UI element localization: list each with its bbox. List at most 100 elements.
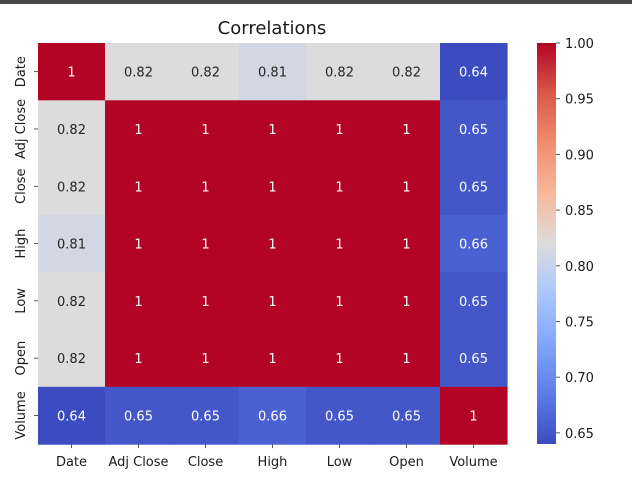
heatmap-cell — [373, 272, 441, 331]
cell-value-label: 0.64 — [459, 66, 488, 81]
heatmap-cell — [373, 214, 441, 273]
heatmap-cell — [239, 386, 307, 445]
cell-value-label: 0.82 — [57, 295, 86, 310]
y-tick-label: Volume — [14, 391, 29, 439]
cell-value-label: 0.82 — [57, 180, 86, 195]
heatmap-cell — [373, 329, 441, 388]
heatmap-cell — [239, 329, 307, 388]
heatmap-cell — [440, 100, 508, 159]
cell-value-label: 1 — [268, 295, 276, 310]
cell-value-label: 1 — [335, 352, 343, 367]
cell-value-label: 1 — [402, 295, 410, 310]
cell-value-label: 1 — [335, 123, 343, 138]
x-tick-label: Date — [56, 455, 87, 470]
heatmap-cell — [38, 157, 106, 216]
heatmap-cell — [38, 100, 106, 159]
heatmap-cell — [172, 100, 240, 159]
heatmap-cell — [105, 329, 173, 388]
cell-value-label: 1 — [201, 180, 209, 195]
cell-value-label: 1 — [268, 123, 276, 138]
y-tick-label: Date — [14, 56, 29, 87]
heatmap-cell — [105, 386, 173, 445]
heatmap-cell — [306, 43, 374, 101]
colorbar — [537, 43, 556, 444]
colorbar-tick-label: 0.85 — [565, 204, 594, 219]
heatmap-cell — [172, 214, 240, 273]
heatmap-cell — [105, 214, 173, 273]
cell-value-label: 1 — [134, 238, 142, 253]
y-tick-label: Low — [14, 288, 29, 314]
cell-value-label: 0.82 — [325, 66, 354, 81]
heatmap-cell — [373, 386, 441, 445]
y-tick-label: High — [14, 229, 29, 259]
cell-value-label: 0.82 — [57, 352, 86, 367]
heatmap-cell — [239, 272, 307, 331]
heatmap-cell — [105, 100, 173, 159]
cell-value-label: 0.81 — [57, 238, 86, 253]
cell-value-label: 0.82 — [124, 66, 153, 81]
window-top-bar — [0, 0, 632, 4]
cell-value-label: 1 — [201, 238, 209, 253]
heatmap-cell — [38, 214, 106, 273]
y-tick-label: Close — [14, 169, 29, 204]
heatmap-cell — [306, 157, 374, 216]
cell-value-label: 0.82 — [392, 66, 421, 81]
cell-value-label: 0.65 — [459, 180, 488, 195]
cell-value-label: 1 — [134, 295, 142, 310]
cell-value-label: 1 — [402, 180, 410, 195]
cell-value-label: 0.65 — [392, 409, 421, 424]
colorbar-tick-label: 0.70 — [565, 371, 594, 386]
x-tick-label: Open — [389, 455, 424, 470]
cell-value-label: 0.65 — [459, 352, 488, 367]
colorbar-tick-label: 0.95 — [565, 93, 594, 108]
cell-value-label: 1 — [67, 66, 75, 81]
heatmap-cell — [373, 100, 441, 159]
cell-value-label: 0.66 — [459, 238, 488, 253]
heatmap-cell — [306, 272, 374, 331]
heatmap-cell — [38, 329, 106, 388]
heatmap-cell — [306, 100, 374, 159]
x-axis-labels: Date Adj Close Close High Low Open Volume — [56, 444, 498, 470]
colorbar-tick-label: 1.00 — [565, 37, 594, 52]
cell-value-label: 0.64 — [57, 409, 86, 424]
heatmap-cell — [373, 157, 441, 216]
heatmap-cell — [440, 157, 508, 216]
x-tick-label: Volume — [449, 455, 497, 470]
heatmap-cell — [172, 157, 240, 216]
y-axis-labels: Date Adj Close Close High Low Open Volume — [14, 56, 38, 440]
heatmap-cells — [38, 43, 508, 445]
cell-value-label: 0.81 — [258, 66, 287, 81]
heatmap-cell — [440, 386, 508, 445]
cell-value-label: 0.65 — [459, 295, 488, 310]
heatmap-cell — [38, 386, 106, 445]
cell-value-label: 0.66 — [258, 409, 287, 424]
heatmap-cell — [105, 43, 173, 101]
heatmap-cell — [172, 329, 240, 388]
cell-value-label: 1 — [134, 180, 142, 195]
heatmap-cell — [239, 214, 307, 273]
heatmap-cell — [440, 272, 508, 331]
colorbar-tick-label: 0.75 — [565, 315, 594, 330]
cell-value-label: 1 — [134, 123, 142, 138]
x-tick-label: Close — [188, 455, 223, 470]
cell-value-label: 0.65 — [191, 409, 220, 424]
x-tick-label: Low — [327, 455, 353, 470]
heatmap-cell — [172, 272, 240, 331]
cell-value-label: 1 — [402, 123, 410, 138]
heatmap-cell — [306, 214, 374, 273]
heatmap-cell — [239, 43, 307, 101]
cell-value-label: 0.82 — [191, 66, 220, 81]
cell-value-label: 1 — [335, 238, 343, 253]
cell-value-label: 0.65 — [459, 123, 488, 138]
heatmap-cell — [172, 386, 240, 445]
cell-value-label: 1 — [201, 352, 209, 367]
x-tick-label: High — [258, 455, 288, 470]
colorbar-tick-label: 0.65 — [565, 427, 594, 442]
heatmap-cell — [306, 329, 374, 388]
heatmap-cell — [239, 157, 307, 216]
cell-value-label: 0.65 — [325, 409, 354, 424]
cell-value-label: 1 — [268, 180, 276, 195]
heatmap-cell — [105, 157, 173, 216]
colorbar-gradient — [537, 43, 556, 444]
